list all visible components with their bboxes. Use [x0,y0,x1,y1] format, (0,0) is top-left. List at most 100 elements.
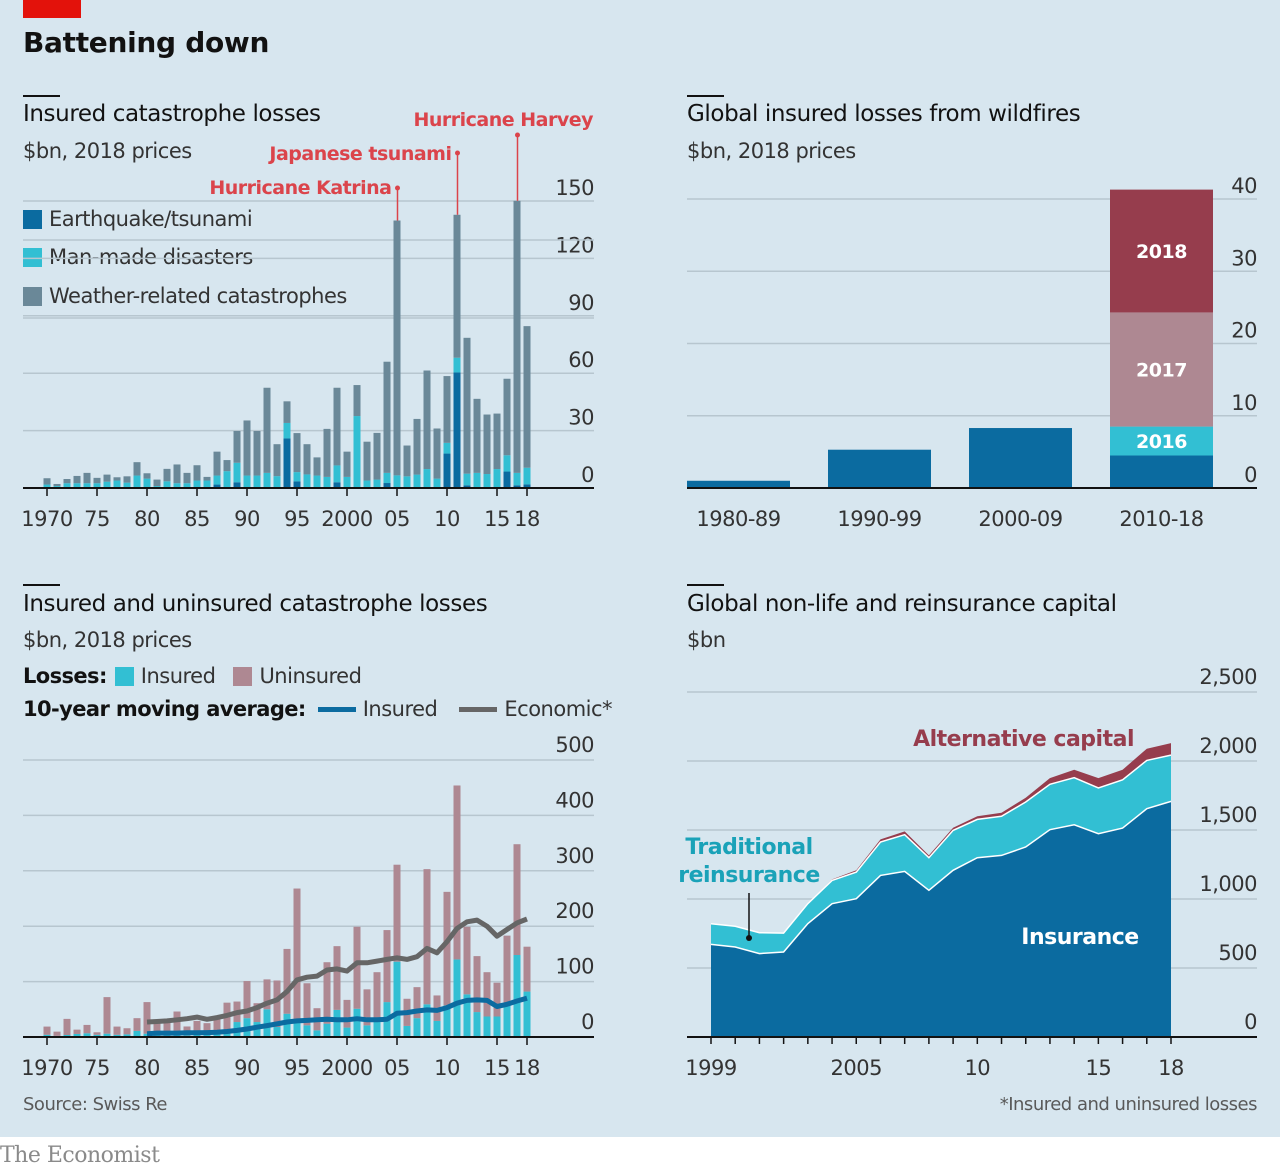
bar-insured [413,1018,421,1037]
bar-uninsured [173,1011,181,1035]
annotation-dot [455,150,460,156]
bar-insured [333,1009,341,1037]
x-tick-label: 90 [234,1056,260,1080]
bar-insured [463,994,471,1037]
bar-weather-related-catastrophes [43,478,51,485]
legend-item-earthquake: Earthquake/tsunami [23,207,253,231]
bar-insured [113,1034,121,1037]
bar-weather-related-catastrophes [113,477,121,481]
page-title: Battening down [23,26,270,59]
bar-uninsured [493,982,501,1017]
legend-average-label: 10-year moving average: [23,697,306,721]
y-tick-label: 2,000 [1199,734,1257,758]
bar-earthquake-tsunami [523,484,531,488]
bar-weather-related-catastrophes [123,476,131,483]
legend-losses-label: Losses: [23,664,107,688]
bar-uninsured [393,864,401,962]
chart1-title: Insured catastrophe losses [23,101,321,127]
y-tick-label: 10 [1231,391,1257,415]
bar-uninsured [353,926,361,1009]
bar-weather-related-catastrophes [503,378,511,456]
bar-man-made-disasters [373,479,381,488]
x-tick-label: 15 [484,1056,510,1080]
bar-weather-related-catastrophes [273,444,281,477]
x-tick-label: 15 [1086,1056,1112,1080]
bar-weather-related-catastrophes [243,420,251,476]
bar-man-made-disasters [263,472,271,488]
legend-label: Weather-related catastrophes [49,284,347,308]
y-tick-label: 90 [568,291,594,315]
y-tick-label: 0 [1244,1010,1257,1034]
bar-weather-related-catastrophes [483,414,491,475]
bar-insured [103,1033,111,1037]
source-note: Source: Swiss Re [23,1094,168,1115]
bar-uninsured [273,980,281,1028]
x-tick-label: 10 [964,1056,990,1080]
x-tick-label: 15 [484,507,510,531]
bar-weather-related-catastrophes [463,337,471,474]
legend-label: Earthquake/tsunami [49,207,253,231]
bar-earthquake-tsunami [213,484,221,488]
x-tick-label: 2000-09 [978,507,1062,531]
bar-man-made-disasters [73,483,81,488]
bar-earthquake-tsunami [453,372,461,488]
bar-earthquake-tsunami [513,485,521,488]
x-tick-label: 85 [184,1056,210,1080]
bar-man-made-disasters [303,474,311,488]
y-tick-label: 300 [555,844,594,868]
bar-weather-related-catastrophes [173,464,181,484]
bar-man-made-disasters [313,475,321,488]
bar-insured [73,1033,81,1037]
bar-weather-related-catastrophes [373,432,381,480]
bar-insured [513,955,521,1037]
legend-label-uninsured: Uninsured [259,664,362,688]
x-tick-label: 75 [84,1056,110,1080]
bar-man-made-disasters [413,474,421,488]
bar-earthquake-tsunami [503,471,511,488]
bar-insured [83,1033,91,1037]
bar-uninsured [213,1018,221,1031]
bar-insured [403,1025,411,1037]
x-tick-label: 80 [134,507,160,531]
bar-insured [293,1021,301,1037]
bar-insured [523,991,531,1037]
bar-insured [373,1020,381,1037]
y-tick-label: 1,000 [1199,872,1257,896]
bar-weather-related-catastrophes [193,465,201,481]
bar-man-made-disasters [483,474,491,488]
bar-weather-related-catastrophes [283,401,291,423]
bar-uninsured [123,1028,131,1035]
x-tick-label: 1970 [21,507,72,531]
bar-uninsured [323,962,331,1024]
bar-weather-related-catastrophes [143,473,151,479]
bar-weather-related-catastrophes [393,220,401,476]
segment-label: 2018 [1136,241,1187,263]
chart2-rule [687,95,724,97]
bar-man-made-disasters [93,483,101,488]
y-tick-label: 30 [568,406,594,430]
bar-uninsured [143,1002,151,1034]
bar-uninsured [243,981,251,1019]
y-tick-label: 500 [1218,941,1257,965]
legend-line-economic [459,706,498,712]
bar-man-made-disasters [253,475,261,488]
bar-man-made-disasters [353,416,361,488]
bar-uninsured [513,844,521,956]
x-tick-label: 1999 [685,1056,736,1080]
bar-weather-related-catastrophes [133,462,141,476]
segment-label: 2017 [1136,360,1187,382]
bar-man-made-disasters [463,473,471,486]
legend-swatch-man-made [23,247,42,267]
bar-weather-related-catastrophes [233,430,241,463]
bar-uninsured [413,987,421,1019]
bar-insured [303,1025,311,1037]
x-tick-label: 90 [234,507,260,531]
bar-insured [503,1003,511,1037]
bar-man-made-disasters [193,480,201,488]
bar-uninsured [383,930,391,1003]
bar-uninsured [93,1032,101,1035]
bar-uninsured [423,869,431,1005]
y-tick-label: 0 [1244,463,1257,487]
bar-2016 [1110,426,1213,456]
